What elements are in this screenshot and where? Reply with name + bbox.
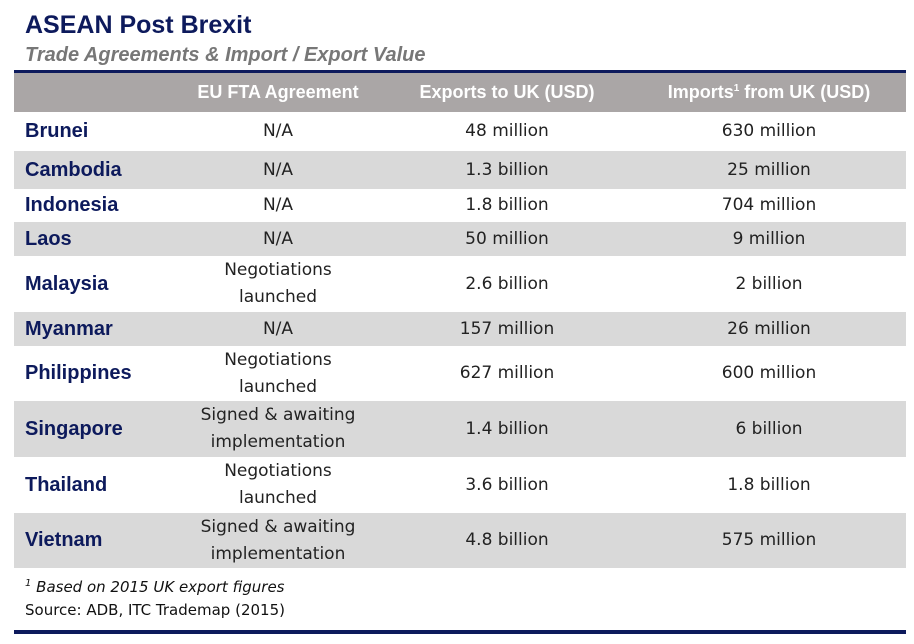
imports-cell: 26 million <box>632 312 906 346</box>
table-row: Thailand Negotiations launched 3.6 billion… <box>14 457 906 513</box>
exports-cell: 1.4 billion <box>382 401 632 457</box>
table-row: Myanmar N/A 157 million 26 million <box>14 312 906 346</box>
country-cell: Myanmar <box>14 312 174 346</box>
page-subtitle: Trade Agreements & Import / Export Value <box>25 44 426 66</box>
fta-cell: N/A <box>174 151 382 189</box>
table-row: Vietnam Signed & awaiting implementation 4… <box>14 513 906 568</box>
country-cell: Indonesia <box>25 194 119 216</box>
exports-cell: 627 million <box>459 363 555 383</box>
fta-cell: N/A <box>174 312 382 346</box>
footnote: 1 Based on 2015 UK export figures <box>25 578 285 596</box>
country-cell: Malaysia <box>25 272 109 295</box>
imports-cell: 575 million <box>632 513 906 568</box>
table-row: Cambodia N/A 1.3 billion 25 million <box>14 151 906 189</box>
exports-cell: 157 million <box>382 312 632 346</box>
imports-cell: 704 million <box>721 195 817 215</box>
imports-cell: 600 million <box>721 363 817 383</box>
source-note: Source: ADB, ITC Trademap (2015) <box>25 601 285 619</box>
exports-cell: 2.6 billion <box>465 273 549 294</box>
fta-cell: Negotiations launched <box>224 349 332 397</box>
page-title: ASEAN Post Brexit <box>25 11 252 39</box>
header-exports: Exports to UK (USD) <box>382 73 632 112</box>
country-cell: Brunei <box>25 120 89 142</box>
imports-cell: 9 million <box>632 222 906 256</box>
imports-cell: 25 million <box>632 151 906 189</box>
header-row: EU FTA Agreement Exports to UK (USD) Imp… <box>14 73 906 112</box>
imports-cell: 630 million <box>721 121 817 141</box>
table-row: Brunei N/A 48 million 630 million <box>14 112 906 151</box>
country-cell: Laos <box>14 222 174 256</box>
table-row: Singapore Signed & awaiting implementatio… <box>14 401 906 457</box>
imports-cell: 2 billion <box>735 273 803 294</box>
exports-cell: 50 million <box>382 222 632 256</box>
country-cell: Vietnam <box>14 513 174 568</box>
fta-cell: N/A <box>174 222 382 256</box>
exports-cell: 1.3 billion <box>382 151 632 189</box>
fta-cell: Signed & awaiting implementation <box>174 513 382 568</box>
table-row: Philippines Negotiations launched 627 mill… <box>14 346 906 401</box>
fta-cell: Negotiations launched <box>224 260 332 307</box>
country-cell: Singapore <box>14 401 174 457</box>
header-country <box>14 73 174 112</box>
exports-cell: 4.8 billion <box>382 513 632 568</box>
country-cell: Cambodia <box>14 151 174 189</box>
table-row: Indonesia N/A 1.8 billion 704 million <box>14 189 906 222</box>
country-cell: Thailand <box>25 473 108 496</box>
imports-cell: 1.8 billion <box>727 474 811 495</box>
top-rule <box>14 70 906 73</box>
fta-cell: N/A <box>262 121 294 141</box>
table-row: Laos N/A 50 million 9 million <box>14 222 906 256</box>
exports-cell: 3.6 billion <box>465 474 549 495</box>
bottom-rule <box>14 630 906 634</box>
fta-cell: N/A <box>262 195 294 215</box>
trade-table: EU FTA Agreement Exports to UK (USD) Imp… <box>14 73 906 568</box>
fta-cell: Negotiations launched <box>224 461 332 508</box>
header-fta: EU FTA Agreement <box>174 73 382 112</box>
fta-cell: Signed & awaiting implementation <box>174 401 382 457</box>
header-imports: Imports1 from UK (USD) <box>632 73 906 112</box>
exports-cell: 1.8 billion <box>465 195 549 215</box>
exports-cell: 48 million <box>465 121 549 141</box>
imports-cell: 6 billion <box>632 401 906 457</box>
table-row: Malaysia Negotiations launched 2.6 billion… <box>14 256 906 312</box>
country-cell: Philippines <box>25 362 132 384</box>
